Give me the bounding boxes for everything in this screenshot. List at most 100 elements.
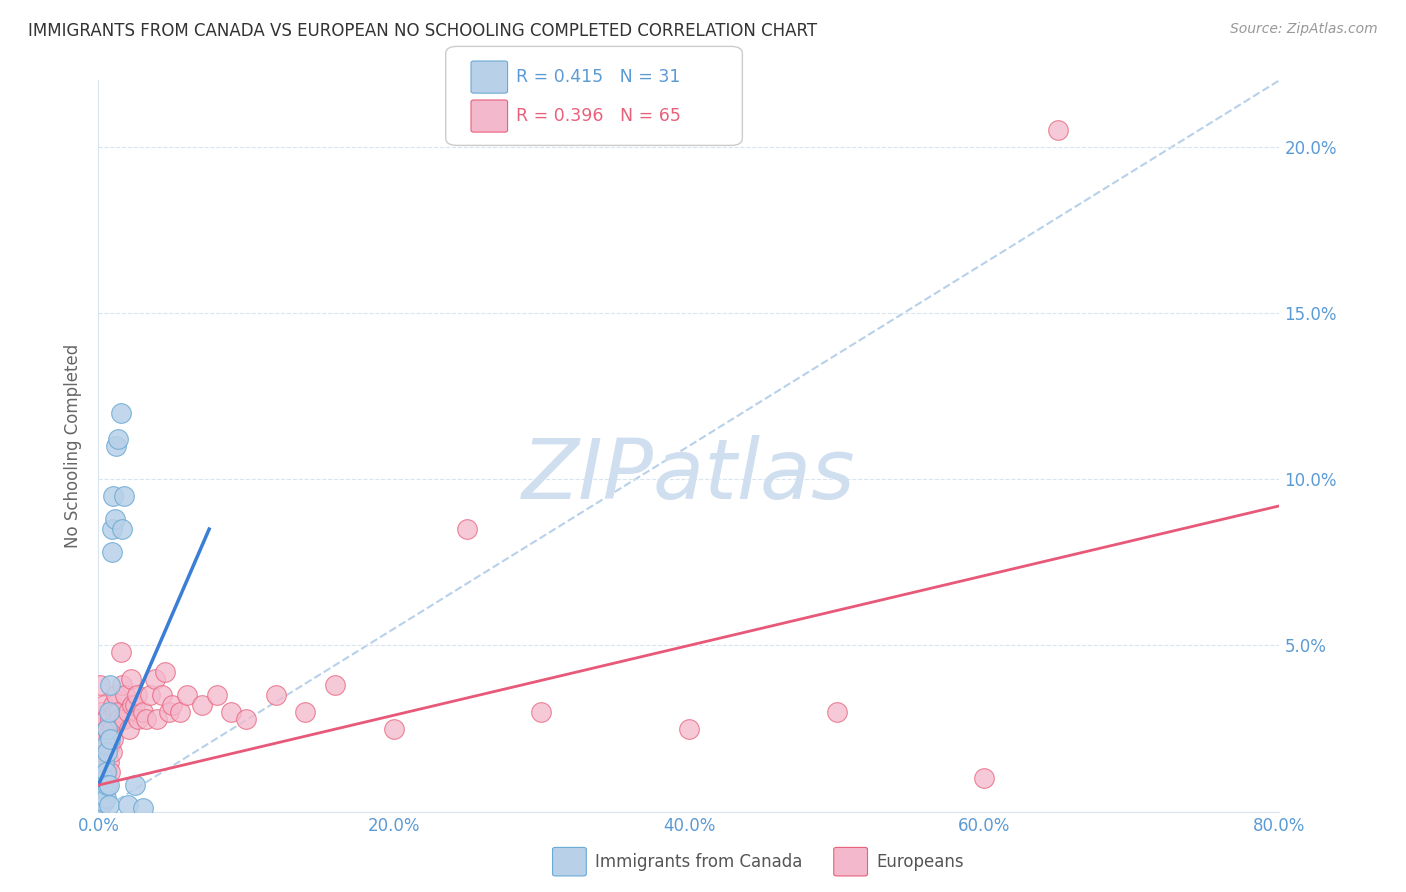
Point: [973, 772, 995, 786]
Point: [90, 745, 112, 759]
Point: [91, 772, 114, 786]
Text: ZIPatlas: ZIPatlas: [522, 434, 856, 516]
Point: [96, 745, 118, 759]
Point: [93, 755, 115, 769]
Point: [100, 722, 122, 736]
Point: [135, 712, 157, 726]
Point: [132, 705, 155, 719]
Point: [96, 745, 118, 759]
Point: [264, 689, 287, 703]
Point: [89, 795, 111, 809]
Point: [90, 705, 112, 719]
Point: [530, 705, 553, 719]
Point: [100, 745, 122, 759]
Point: [146, 712, 169, 726]
Point: [456, 522, 478, 536]
Point: [93, 731, 115, 746]
Point: [120, 672, 142, 686]
Point: [121, 698, 143, 713]
Point: [97, 731, 120, 746]
Point: [94, 738, 117, 752]
Point: [96, 764, 118, 779]
Point: [96, 722, 118, 736]
Point: [294, 705, 316, 719]
Point: [98, 731, 121, 746]
Point: [98, 764, 121, 779]
Point: [117, 705, 139, 719]
Point: [678, 722, 700, 736]
Point: [90, 798, 112, 813]
Point: [323, 678, 346, 692]
Text: Europeans: Europeans: [876, 853, 963, 871]
Point: [107, 433, 129, 447]
Point: [91, 738, 114, 752]
Point: [153, 665, 176, 679]
Point: [162, 698, 183, 713]
Text: Source: ZipAtlas.com: Source: ZipAtlas.com: [1230, 22, 1378, 37]
Point: [89, 722, 111, 736]
Point: [96, 722, 118, 736]
Point: [112, 489, 135, 503]
Point: [1046, 123, 1069, 137]
Point: [94, 712, 117, 726]
Point: [104, 705, 127, 719]
Point: [205, 689, 228, 703]
Point: [98, 738, 121, 752]
Point: [94, 791, 117, 805]
Point: [157, 705, 180, 719]
Point: [100, 522, 122, 536]
Point: [94, 764, 117, 779]
Point: [114, 689, 136, 703]
Point: [90, 788, 112, 802]
Point: [219, 705, 242, 719]
Point: [169, 705, 191, 719]
Text: R = 0.415   N = 31: R = 0.415 N = 31: [516, 68, 681, 86]
Point: [191, 698, 214, 713]
Point: [97, 798, 120, 813]
Text: IMMIGRANTS FROM CANADA VS EUROPEAN NO SCHOOLING COMPLETED CORRELATION CHART: IMMIGRANTS FROM CANADA VS EUROPEAN NO SC…: [28, 22, 817, 40]
Point: [93, 795, 115, 809]
Point: [107, 705, 129, 719]
Point: [98, 712, 121, 726]
Point: [124, 698, 146, 713]
Point: [89, 678, 111, 692]
Point: [94, 764, 117, 779]
Point: [100, 545, 122, 559]
Point: [143, 672, 166, 686]
Point: [103, 731, 125, 746]
Point: [98, 678, 121, 692]
Point: [110, 406, 132, 420]
Point: [93, 698, 115, 713]
Point: [97, 778, 120, 792]
Point: [111, 522, 134, 536]
Point: [150, 689, 173, 703]
Point: [108, 712, 131, 726]
Point: [97, 705, 120, 719]
Y-axis label: No Schooling Completed: No Schooling Completed: [65, 344, 83, 548]
Text: Immigrants from Canada: Immigrants from Canada: [595, 853, 801, 871]
Point: [110, 645, 132, 659]
Point: [104, 512, 127, 526]
Point: [91, 755, 114, 769]
Point: [103, 489, 125, 503]
Point: [96, 778, 118, 792]
Point: [176, 689, 198, 703]
Point: [139, 689, 162, 703]
Point: [111, 678, 134, 692]
Point: [125, 689, 148, 703]
Point: [118, 722, 141, 736]
Point: [93, 781, 115, 796]
Point: [91, 778, 114, 792]
Point: [132, 801, 155, 815]
Point: [97, 755, 120, 769]
Point: [127, 712, 149, 726]
Point: [105, 689, 128, 703]
Point: [94, 745, 117, 759]
Point: [124, 778, 146, 792]
Point: [103, 698, 125, 713]
Point: [117, 798, 139, 813]
Point: [825, 705, 848, 719]
Text: R = 0.396   N = 65: R = 0.396 N = 65: [516, 107, 681, 125]
Point: [105, 439, 128, 453]
Point: [112, 712, 135, 726]
